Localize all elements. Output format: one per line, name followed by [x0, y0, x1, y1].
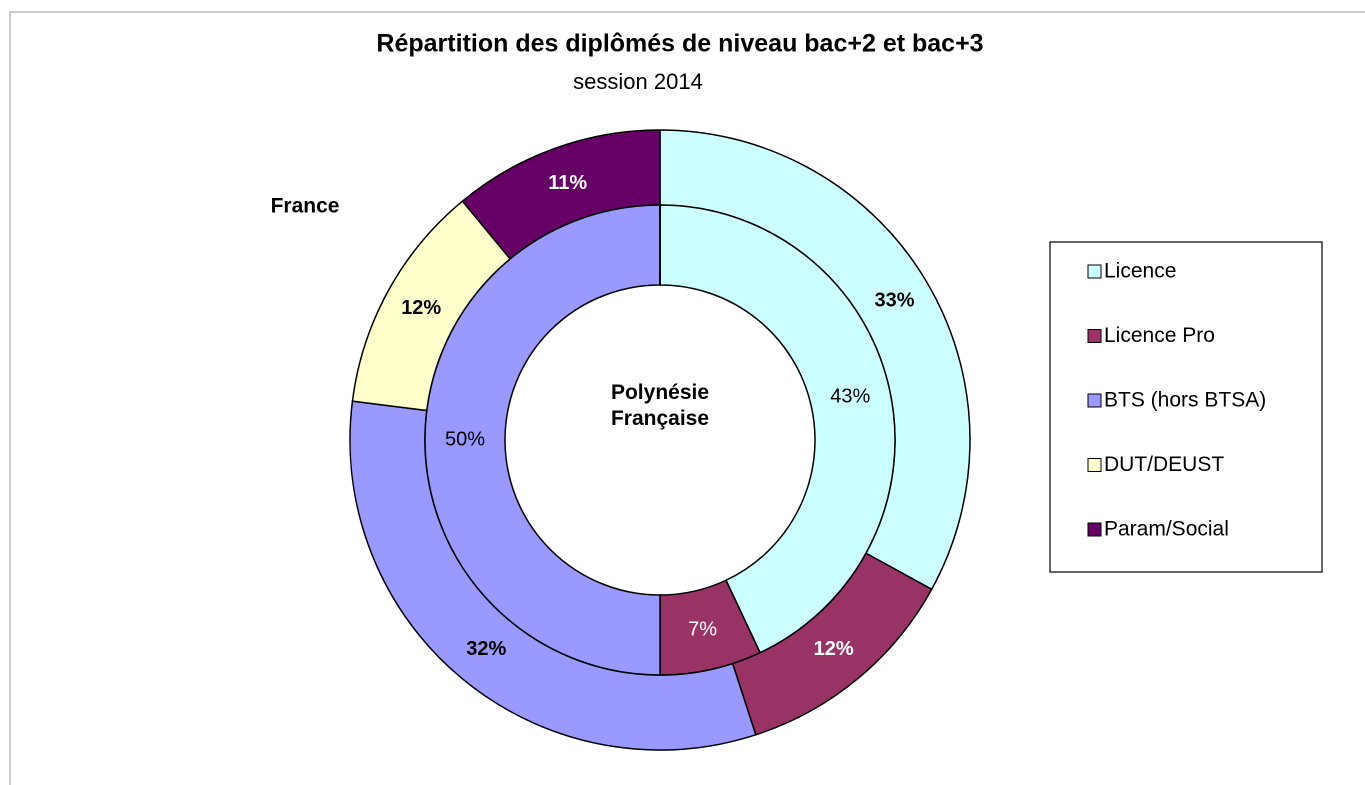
legend-label: DUT/DEUST — [1104, 453, 1224, 476]
data-label: 12% — [401, 297, 441, 319]
chart-subtitle: session 2014 — [573, 69, 703, 94]
chart-frame — [9, 11, 1365, 785]
donut-slice — [659, 204, 896, 654]
legend-swatch — [1087, 264, 1102, 279]
legend-label: BTS (hors BTSA) — [1104, 389, 1266, 412]
legend-label: Param/Social — [1104, 518, 1229, 541]
data-label: 32% — [466, 638, 506, 660]
legend-label: Licence — [1104, 260, 1176, 283]
legend-label: Licence Pro — [1104, 324, 1215, 347]
donut-slice — [424, 204, 661, 676]
data-label: 7% — [688, 619, 717, 641]
data-label: 12% — [814, 638, 854, 660]
chart-title: Répartition des diplômés de niveau bac+2… — [376, 30, 983, 58]
series-label: Polynésie Française — [610, 381, 710, 430]
legend-swatch — [1087, 393, 1102, 408]
legend-swatch — [1087, 522, 1102, 537]
series-label: France — [271, 195, 340, 218]
data-label: 50% — [445, 428, 485, 450]
legend-swatch — [1087, 458, 1102, 472]
legend-swatch — [1087, 329, 1102, 343]
data-label: 11% — [548, 172, 587, 194]
data-label: 33% — [875, 290, 915, 312]
data-label: 43% — [830, 386, 870, 408]
